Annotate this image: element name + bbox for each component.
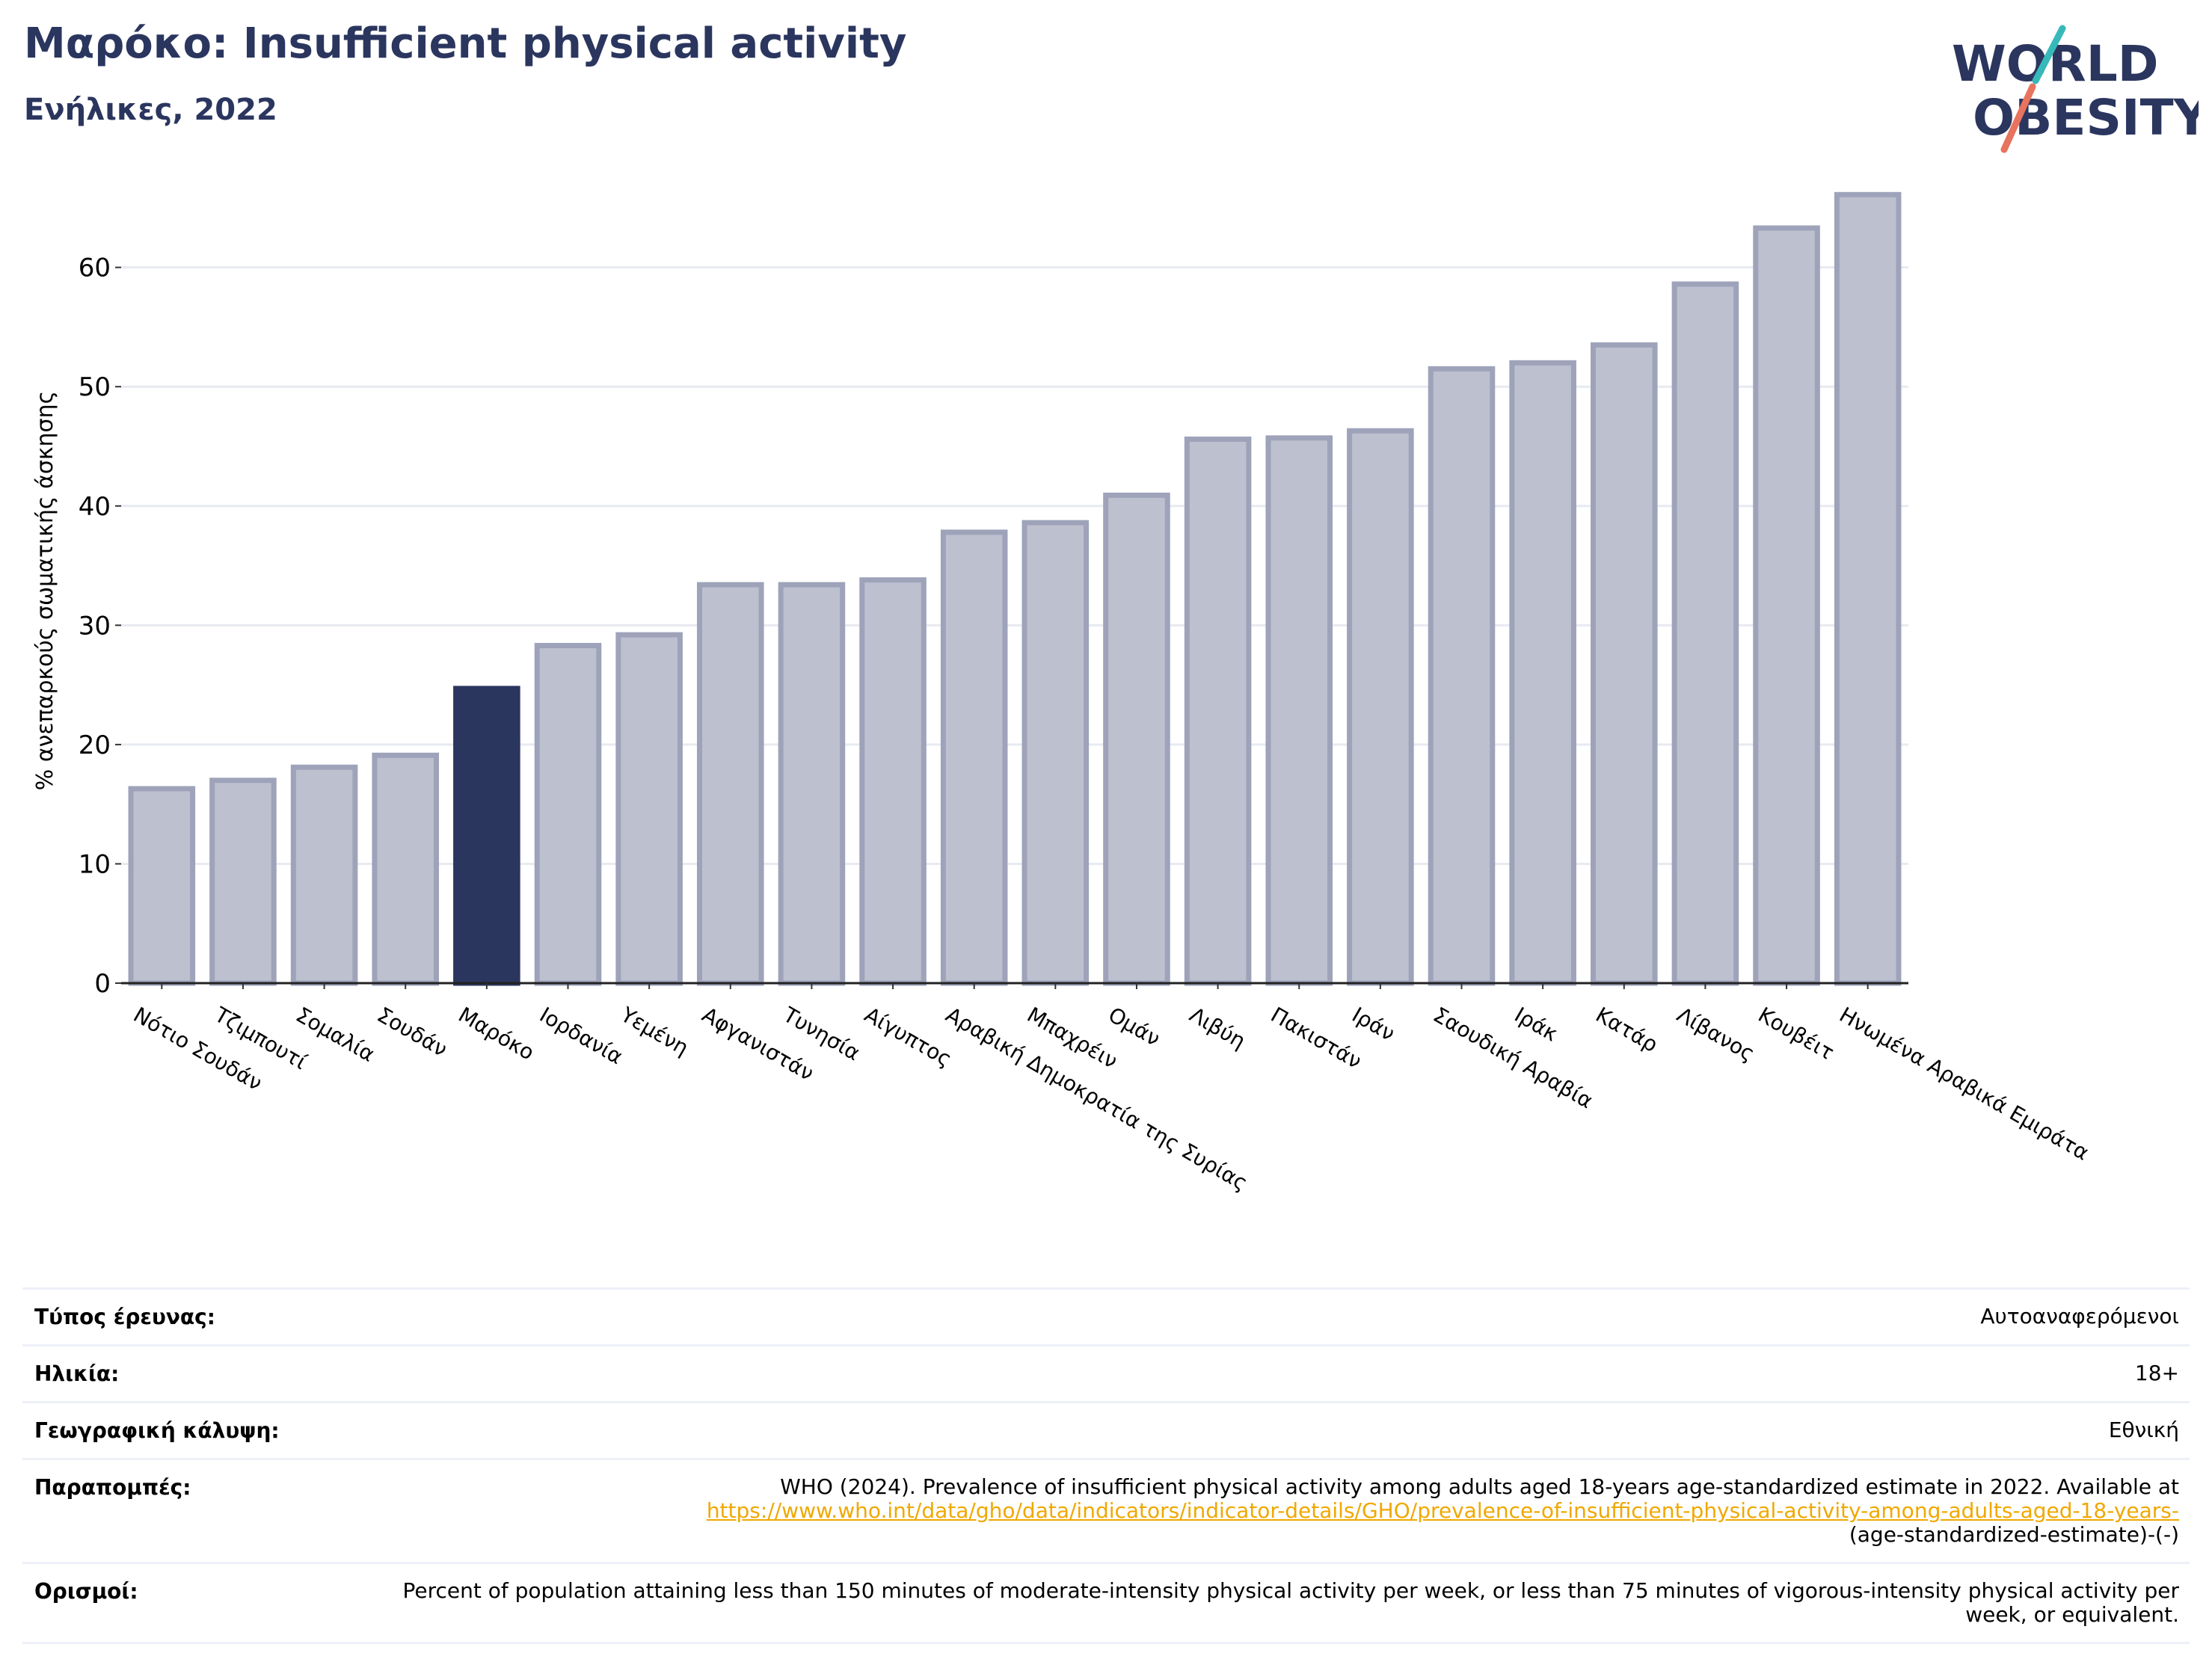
chart-subtitle: Ενήλικες, 2022 bbox=[24, 93, 277, 127]
meta-value: 18+ bbox=[2134, 1361, 2179, 1385]
bar bbox=[290, 764, 358, 986]
bar bbox=[1590, 342, 1658, 986]
x-tick-label: Ιράν bbox=[1348, 1002, 1399, 1046]
x-tick-label: Ηνωμένα Αραβικά Εμιράτα bbox=[1835, 1002, 2093, 1165]
axes: 0 10 20 30 40 50 60 bbox=[79, 253, 1908, 999]
bar bbox=[1671, 281, 1739, 986]
meta-row-references: Παραπομπές: WHO (2024). Prevalence of in… bbox=[22, 1458, 2190, 1562]
y-tick-label: 20 bbox=[79, 730, 111, 760]
bar bbox=[372, 752, 440, 986]
bar bbox=[1834, 191, 1902, 986]
chart-title: Μαρόκο: Insufficient physical activity bbox=[24, 19, 907, 68]
meta-label: Ηλικία: bbox=[34, 1361, 120, 1386]
x-tick-label: Υεμένη bbox=[616, 1002, 693, 1060]
bar bbox=[1753, 225, 1820, 986]
metadata-table: Τύπος έρευνας: Αυτοαναφερόμενοι Ηλικία: … bbox=[22, 1287, 2190, 1644]
reference-link[interactable]: https://www.who.int/data/gho/data/indica… bbox=[706, 1498, 2179, 1523]
y-tick-label: 30 bbox=[79, 611, 111, 641]
y-tick-label: 60 bbox=[79, 253, 111, 283]
bars bbox=[128, 191, 1902, 986]
meta-value: Εθνική bbox=[2108, 1418, 2179, 1442]
bar bbox=[778, 582, 846, 986]
meta-label: Παραπομπές: bbox=[34, 1475, 191, 1500]
bar bbox=[1265, 435, 1333, 986]
bar bbox=[1428, 366, 1496, 986]
bar bbox=[1103, 492, 1170, 986]
bar bbox=[859, 577, 927, 986]
meta-row-definitions: Ορισμοί: Percent of population attaining… bbox=[22, 1562, 2190, 1644]
x-tick-label: Πακιστάν bbox=[1267, 1002, 1366, 1074]
y-axis-label: % ανεπαρκούς σωματικής άσκησης bbox=[32, 391, 58, 790]
y-tick-label: 10 bbox=[79, 849, 111, 879]
bar bbox=[534, 642, 602, 986]
bar bbox=[128, 786, 196, 986]
x-tick-label: Ιορδανία bbox=[535, 1002, 627, 1069]
bar bbox=[209, 778, 277, 986]
bar bbox=[696, 582, 764, 986]
bar bbox=[1509, 360, 1576, 986]
meta-row-age: Ηλικία: 18+ bbox=[22, 1344, 2190, 1401]
meta-value: Percent of population attaining less tha… bbox=[402, 1578, 2179, 1627]
x-tick-label: Κουβέιτ bbox=[1754, 1002, 1839, 1065]
y-tick-label: 50 bbox=[79, 372, 111, 402]
bar bbox=[1347, 428, 1414, 986]
world-obesity-logo: WORLD OBESITY bbox=[1952, 25, 2199, 153]
logo-slash-coral bbox=[2000, 83, 2036, 153]
meta-row-survey-type: Τύπος έρευνας: Αυτοαναφερόμενοι bbox=[22, 1287, 2190, 1344]
x-tick-label: Σουδάν bbox=[373, 1002, 452, 1062]
bar bbox=[1021, 520, 1090, 986]
logo-slash-teal bbox=[2032, 25, 2066, 84]
reference-tail: (age-standardized-estimate)-(-) bbox=[1849, 1522, 2179, 1547]
bar-chart: 0 10 20 30 40 50 60 Νότιο ΣουδάνΤζιμπουτίΣομαλ… bbox=[32, 191, 2093, 1195]
x-tick-label: Λίβανος bbox=[1673, 1002, 1759, 1066]
meta-label: Τύπος έρευνας: bbox=[34, 1305, 215, 1329]
y-tick-label: 0 bbox=[94, 969, 111, 999]
x-tick-label: Μαρόκο bbox=[454, 1002, 538, 1065]
meta-row-coverage: Γεωγραφική κάλυψη: Εθνική bbox=[22, 1401, 2190, 1458]
x-tick-label: Ιράκ bbox=[1511, 1002, 1562, 1046]
x-tick-label: Αίγυπτος bbox=[861, 1002, 956, 1071]
x-tick-label: Κατάρ bbox=[1591, 1002, 1662, 1057]
reference-text: WHO (2024). Prevalence of insufficient p… bbox=[780, 1474, 2179, 1499]
meta-label: Γεωγραφική κάλυψη: bbox=[34, 1418, 280, 1443]
meta-value: WHO (2024). Prevalence of insufficient p… bbox=[707, 1475, 2190, 1547]
bar bbox=[940, 529, 1008, 986]
x-tick-label: Λιβύη bbox=[1185, 1002, 1250, 1053]
y-tick-label: 40 bbox=[79, 492, 111, 522]
meta-value: Αυτοαναφερόμενοι bbox=[1980, 1304, 2179, 1329]
bar bbox=[615, 632, 683, 986]
bar-highlighted bbox=[453, 686, 520, 986]
x-tick-label: Ομάν bbox=[1104, 1002, 1164, 1051]
bar bbox=[1184, 436, 1252, 986]
meta-label: Ορισμοί: bbox=[34, 1579, 138, 1604]
